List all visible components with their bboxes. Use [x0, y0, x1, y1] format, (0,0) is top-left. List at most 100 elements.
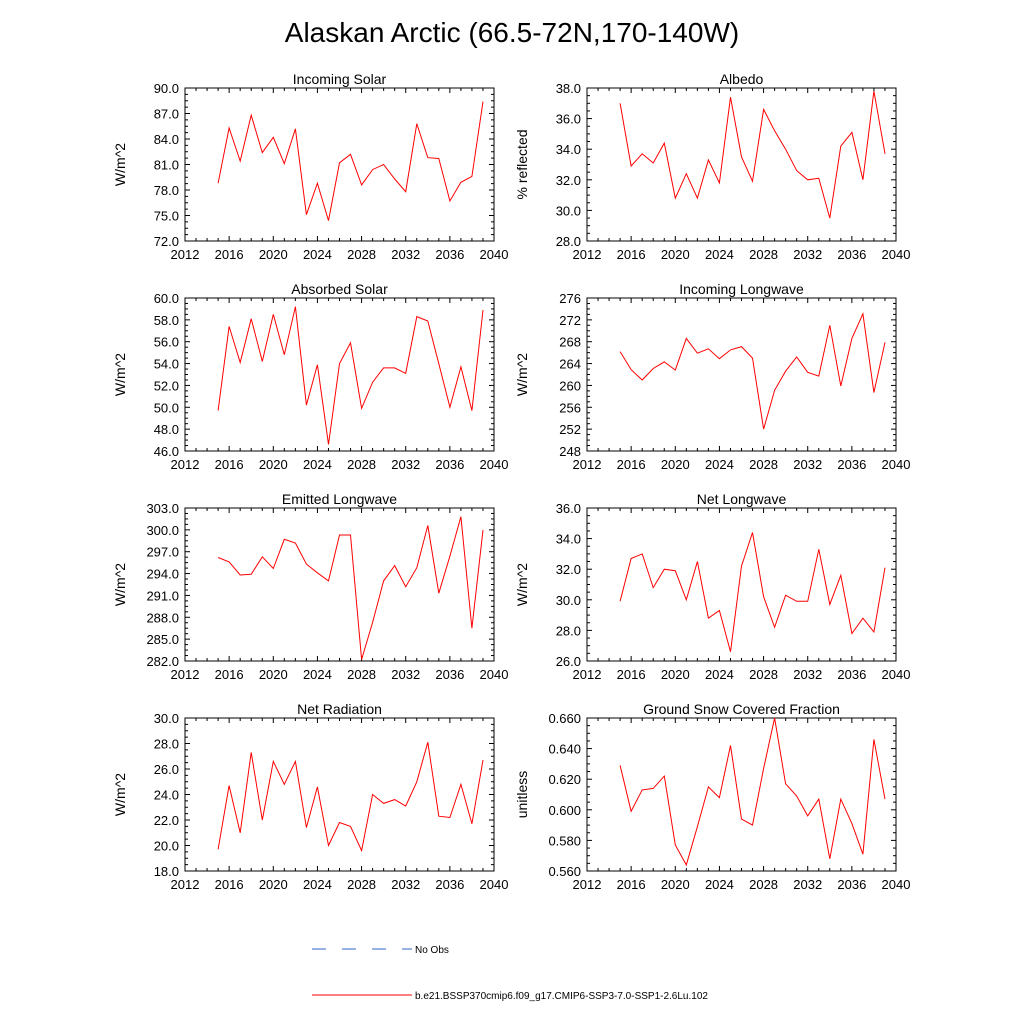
- x-tick-label: 2020: [661, 457, 690, 472]
- x-tick-label: 2016: [617, 457, 646, 472]
- y-tick-label: 294.0: [146, 567, 179, 582]
- y-tick-label: 32.0: [556, 173, 581, 188]
- figure-title: Alaskan Arctic (66.5-72N,170-140W): [285, 17, 739, 48]
- y-tick-label: 26.0: [556, 654, 581, 669]
- x-tick-label: 2028: [749, 457, 778, 472]
- y-tick-label: 81.0: [154, 158, 179, 173]
- y-tick-label: 26.0: [154, 762, 179, 777]
- x-tick-label: 2024: [303, 457, 332, 472]
- x-tick-label: 2012: [171, 667, 200, 682]
- y-tick-label: 36.0: [556, 501, 581, 516]
- y-tick-label: 28.0: [154, 737, 179, 752]
- x-tick-label: 2040: [882, 457, 911, 472]
- y-tick-label: 276: [559, 291, 581, 306]
- y-tick-label: 0.580: [548, 833, 581, 848]
- plot-frame: [586, 297, 897, 452]
- x-tick-label: 2036: [837, 247, 866, 262]
- y-tick-label: 291.0: [146, 588, 179, 603]
- panel-3: Absorbed Solar W/m^2 2012 2016 2020 2024 2028 2…: [112, 281, 508, 472]
- x-tick-label: 2024: [303, 877, 332, 892]
- y-tick-label: 248: [559, 444, 581, 459]
- y-axis-label: unitless: [514, 771, 530, 818]
- series-line: [217, 306, 484, 445]
- y-tick-label: 54.0: [154, 357, 179, 372]
- panel-title: Absorbed Solar: [291, 281, 388, 297]
- x-tick-label: 2040: [480, 667, 509, 682]
- y-axis-label: W/m^2: [112, 353, 128, 396]
- panel-1: Incoming Solar W/m^2 2012 2016 2020 2024 2028 2…: [112, 71, 508, 262]
- y-tick-label: 52.0: [154, 378, 179, 393]
- y-tick-label: 22.0: [154, 813, 179, 828]
- x-tick-label: 2012: [573, 877, 602, 892]
- x-tick-label: 2028: [347, 667, 376, 682]
- x-tick-label: 2024: [705, 667, 734, 682]
- panel-8: Ground Snow Covered Fraction unitless 2012…: [514, 701, 910, 892]
- x-tick-label: 2040: [480, 457, 509, 472]
- y-tick-label: 297.0: [146, 545, 179, 560]
- panel-title: Incoming Solar: [293, 71, 387, 87]
- y-tick-label: 268: [559, 335, 581, 350]
- x-tick-label: 2020: [661, 877, 690, 892]
- y-tick-label: 38.0: [556, 81, 581, 96]
- y-tick-label: 30.0: [556, 593, 581, 608]
- x-tick-label: 2032: [793, 667, 822, 682]
- x-tick-label: 2036: [435, 877, 464, 892]
- y-tick-label: 56.0: [154, 335, 179, 350]
- panel-6: Net Longwave W/m^2 2012 2016 2020 2024 2028 203…: [514, 491, 910, 682]
- series-line: [619, 717, 886, 867]
- series-line: [217, 742, 484, 853]
- x-tick-label: 2020: [259, 457, 288, 472]
- x-tick-label: 2040: [882, 667, 911, 682]
- x-tick-label: 2036: [837, 457, 866, 472]
- y-tick-label: 18.0: [154, 864, 179, 879]
- x-tick-label: 2036: [435, 247, 464, 262]
- x-tick-label: 2016: [215, 877, 244, 892]
- x-tick-label: 2028: [347, 457, 376, 472]
- y-tick-label: 28.0: [556, 623, 581, 638]
- x-tick-label: 2028: [749, 247, 778, 262]
- y-tick-label: 36.0: [556, 112, 581, 127]
- plot-frame: [184, 507, 495, 662]
- panel-5: Emitted Longwave W/m^2 2012 2016 2020 2024 202…: [112, 491, 508, 682]
- x-tick-label: 2040: [480, 877, 509, 892]
- panel-4: Incoming Longwave W/m^2 2012 2016 2020 2024 20…: [514, 281, 910, 472]
- y-tick-label: 0.560: [548, 864, 581, 879]
- y-tick-label: 285.0: [146, 632, 179, 647]
- x-tick-label: 2032: [391, 247, 420, 262]
- y-tick-label: 30.0: [154, 711, 179, 726]
- x-tick-label: 2016: [617, 667, 646, 682]
- x-tick-label: 2040: [882, 247, 911, 262]
- y-tick-label: 0.600: [548, 803, 581, 818]
- x-tick-label: 2036: [837, 667, 866, 682]
- panel-title: Emitted Longwave: [282, 491, 397, 507]
- y-axis-label: W/m^2: [112, 563, 128, 606]
- x-tick-label: 2012: [573, 247, 602, 262]
- x-tick-label: 2032: [793, 247, 822, 262]
- panel-7: Net Radiation W/m^2 2012 2016 2020 2024 2028 20…: [112, 701, 508, 892]
- x-tick-label: 2024: [705, 457, 734, 472]
- series-line: [217, 101, 484, 221]
- x-tick-label: 2024: [303, 667, 332, 682]
- x-tick-label: 2028: [347, 877, 376, 892]
- x-tick-label: 2040: [882, 877, 911, 892]
- panels: Incoming Solar W/m^2 2012 2016 2020 2024 2028 2…: [112, 71, 910, 892]
- y-tick-label: 300.0: [146, 523, 179, 538]
- y-tick-label: 20.0: [154, 839, 179, 854]
- y-tick-label: 90.0: [154, 81, 179, 96]
- x-tick-label: 2012: [171, 247, 200, 262]
- panel-title: Ground Snow Covered Fraction: [643, 701, 840, 717]
- x-tick-label: 2032: [793, 457, 822, 472]
- plot-frame: [184, 297, 495, 452]
- x-tick-label: 2012: [573, 457, 602, 472]
- y-axis-label: W/m^2: [514, 563, 530, 606]
- x-tick-label: 2016: [617, 877, 646, 892]
- x-tick-label: 2024: [705, 247, 734, 262]
- y-axis-label: W/m^2: [112, 143, 128, 186]
- x-tick-label: 2028: [749, 877, 778, 892]
- y-tick-label: 60.0: [154, 291, 179, 306]
- x-tick-label: 2020: [259, 667, 288, 682]
- y-tick-label: 58.0: [154, 313, 179, 328]
- y-tick-label: 28.0: [556, 234, 581, 249]
- x-tick-label: 2032: [793, 877, 822, 892]
